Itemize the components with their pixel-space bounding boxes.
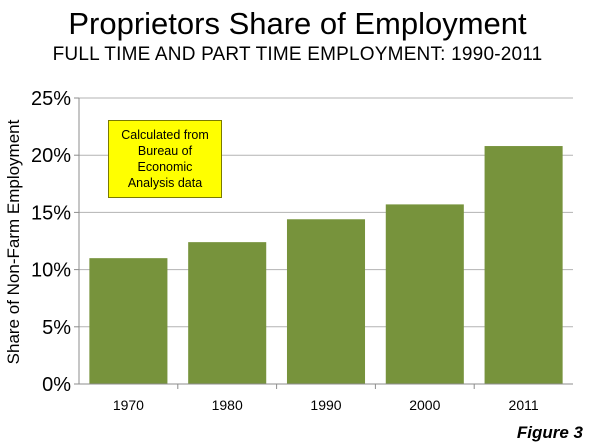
y-tick-label: 25% xyxy=(31,88,71,110)
x-tick-label: 1990 xyxy=(310,397,341,413)
x-axis-ticks: 1970 1980 1990 2000 2011 xyxy=(113,384,539,413)
bar-2011 xyxy=(484,146,563,384)
source-note-line: Analysis data xyxy=(127,176,203,190)
y-tick-label: 0% xyxy=(42,374,71,396)
chart-title: Proprietors Share of Employment xyxy=(68,6,527,41)
figure-label: Figure 3 xyxy=(516,423,583,442)
y-tick-label: 10% xyxy=(31,260,71,282)
source-note: Calculated from Bureau of Economic Analy… xyxy=(108,120,222,198)
x-tick-label: 2011 xyxy=(509,397,539,413)
source-note-line: Calculated from xyxy=(121,128,209,142)
bar-1990 xyxy=(286,219,366,384)
bars xyxy=(89,146,563,384)
bar-2000 xyxy=(385,204,464,384)
source-note-line: Economic xyxy=(137,160,193,174)
bar-1980 xyxy=(188,242,267,384)
chart-subtitle: FULL TIME AND PART TIME EMPLOYMENT: 1990… xyxy=(52,44,543,65)
y-tick-label: 20% xyxy=(31,145,71,167)
source-note-line: Bureau of xyxy=(137,144,193,158)
x-tick-label: 1980 xyxy=(212,397,243,413)
y-tick-label: 5% xyxy=(42,317,71,339)
x-tick-label: 2000 xyxy=(409,397,440,413)
y-axis-ticks: 0% 5% 10% 15% 20% 25% xyxy=(31,88,79,396)
y-tick-label: 15% xyxy=(31,202,71,224)
bar-1970 xyxy=(89,258,168,384)
x-tick-label: 1970 xyxy=(113,397,144,413)
